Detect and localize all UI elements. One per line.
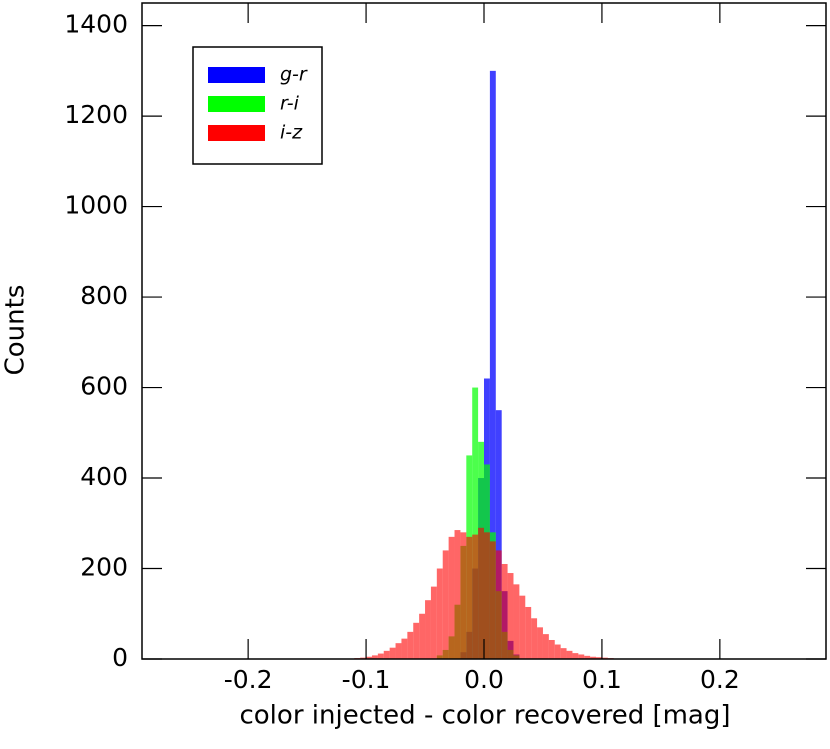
bar: [448, 536, 455, 659]
legend: g-r r-i i-z: [192, 46, 323, 165]
bar: [489, 541, 496, 659]
bar: [554, 644, 561, 659]
series: [348, 527, 626, 659]
bar: [383, 650, 390, 659]
bar: [478, 527, 484, 659]
bar: [366, 656, 372, 659]
legend-swatch: [208, 96, 265, 112]
bar: [472, 387, 479, 659]
bar: [413, 622, 420, 659]
bar: [436, 568, 443, 659]
bar: [501, 563, 508, 659]
x-tick-label: -0.1: [342, 665, 391, 694]
bar: [507, 573, 514, 659]
bar: [419, 613, 426, 659]
bar: [484, 532, 490, 659]
bar: [513, 584, 520, 659]
y-tick-label: 400: [80, 462, 128, 491]
y-tick-label: 1200: [64, 100, 128, 129]
bar: [371, 655, 378, 659]
legend-label: g-r: [280, 64, 308, 86]
y-axis-label: Counts: [1, 285, 31, 376]
bar: [389, 647, 396, 659]
y-tick-label: 1400: [64, 10, 128, 39]
x-tick-label: 0.1: [582, 665, 622, 694]
y-tick-label: 200: [80, 553, 128, 582]
bar: [407, 631, 414, 659]
y-tick-label: 1000: [64, 191, 128, 220]
bar: [495, 410, 502, 659]
bar: [454, 530, 461, 659]
x-tick-label: 0.0: [464, 665, 504, 694]
bar: [596, 657, 602, 659]
bar: [395, 643, 402, 659]
bar: [466, 536, 473, 659]
legend-label: r-i: [280, 93, 300, 115]
bar: [560, 648, 567, 659]
bar: [531, 618, 538, 659]
bar: [442, 550, 449, 659]
bar: [590, 656, 597, 659]
y-tick-label: 0: [112, 643, 128, 672]
bar: [572, 653, 579, 659]
legend-swatch: [208, 125, 265, 141]
bar: [525, 606, 532, 659]
x-axis-label: color injected - color recovered [mag]: [239, 701, 730, 731]
bar: [542, 634, 549, 659]
legend-swatch: [208, 67, 265, 83]
y-tick-label: 600: [80, 372, 128, 401]
bar: [495, 550, 502, 659]
bar: [460, 532, 467, 659]
bar: [584, 655, 591, 659]
bar: [401, 638, 408, 659]
x-tick-label: -0.2: [224, 665, 273, 694]
bar: [566, 650, 573, 659]
bar: [548, 639, 555, 659]
x-tick-label: 0.2: [700, 665, 740, 694]
bar: [377, 653, 384, 659]
bars: [348, 70, 626, 660]
bar: [519, 595, 526, 659]
bar: [578, 654, 585, 659]
bar: [430, 586, 437, 659]
bar: [537, 627, 543, 659]
bar: [425, 600, 431, 659]
bar: [472, 534, 479, 659]
bar: [489, 70, 496, 660]
y-tick-label: 800: [80, 281, 128, 310]
axes: -0.2 -0.1 0.0 0.1 0.2 0 200 400 600 800 1000 1200 14…: [64, 2, 827, 694]
legend-label: i-z: [280, 122, 303, 144]
